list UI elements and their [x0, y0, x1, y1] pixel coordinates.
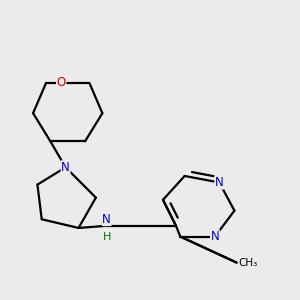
Text: N: N [102, 213, 111, 226]
Text: CH₃: CH₃ [239, 258, 258, 268]
Text: N: N [215, 176, 224, 189]
Text: N: N [211, 230, 219, 243]
Text: N: N [61, 161, 70, 174]
Text: O: O [57, 76, 66, 89]
Text: H: H [103, 232, 111, 242]
